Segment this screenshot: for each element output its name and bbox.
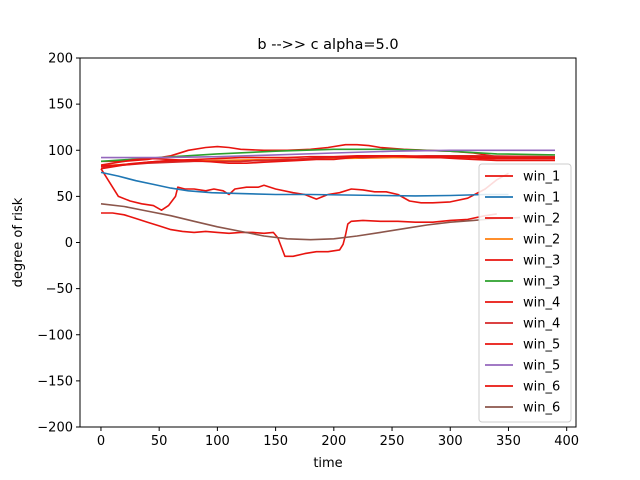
legend-label: win_6 — [523, 401, 560, 416]
x-tick-label: 350 — [496, 434, 521, 449]
legend-label: win_6 — [523, 380, 560, 395]
chart-title: b -->> c alpha=5.0 — [257, 37, 398, 53]
legend-label: win_4 — [523, 317, 560, 332]
x-tick-label: 100 — [205, 434, 230, 449]
series-line-8 — [100, 155, 556, 168]
legend-box — [478, 163, 572, 423]
legend-label: win_1 — [523, 170, 560, 185]
legend-label: win_1 — [523, 191, 560, 206]
x-axis-ticks: 0 50 100 150 200 250 300 350 400 — [97, 427, 579, 449]
legend-label: win_3 — [523, 254, 560, 269]
y-axis-label: degree of risk — [11, 197, 26, 287]
series-lines — [100, 143, 556, 258]
y-tick-label: −150 — [37, 374, 73, 389]
y-tick-label: 0 — [65, 236, 73, 251]
x-tick-label: 150 — [263, 434, 288, 449]
y-tick-label: 50 — [56, 190, 73, 205]
y-tick-label: −50 — [46, 282, 73, 297]
x-tick-label: 400 — [554, 434, 579, 449]
x-tick-label: 200 — [321, 434, 346, 449]
series-line-2 — [100, 171, 509, 197]
x-tick-label: 300 — [438, 434, 463, 449]
series-line-3 — [101, 212, 497, 258]
legend: win_1 win_1 win_2 win_2 win_3 win_3 win_4 win_4… — [478, 163, 572, 423]
x-tick-label: 250 — [380, 434, 405, 449]
y-tick-label: −100 — [37, 328, 73, 343]
series-line-6 — [100, 148, 556, 163]
legend-label: win_4 — [523, 296, 560, 311]
series-line-11 — [100, 155, 555, 170]
series-line-10 — [101, 149, 555, 159]
legend-label: win_3 — [523, 275, 560, 290]
y-axis-ticks: −200 −150 −100 −50 0 50 100 150 200 — [37, 52, 80, 436]
y-tick-label: −200 — [37, 421, 73, 436]
legend-label: win_2 — [523, 233, 560, 248]
x-axis-label: time — [313, 456, 342, 471]
y-tick-label: 150 — [48, 98, 73, 113]
series-line-12 — [100, 203, 521, 241]
legend-label: win_5 — [523, 338, 560, 353]
x-tick-label: 50 — [151, 434, 168, 449]
y-tick-label: 100 — [48, 144, 73, 159]
y-tick-label: 200 — [48, 52, 73, 67]
legend-label: win_5 — [523, 359, 560, 374]
legend-label: win_2 — [523, 212, 560, 227]
x-tick-label: 0 — [97, 434, 105, 449]
series-line-1 — [100, 168, 509, 211]
